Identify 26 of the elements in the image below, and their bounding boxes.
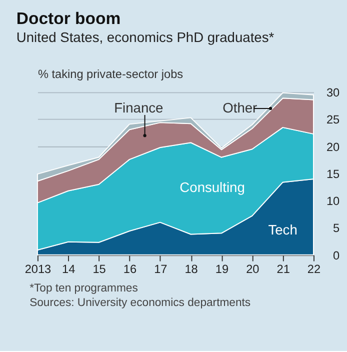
x-tick-label: 2013	[24, 262, 52, 276]
x-tick-label: 18	[184, 262, 198, 276]
series-label: Consulting	[180, 180, 245, 196]
y-axis-title: % taking private-sector jobs	[38, 66, 184, 81]
series-label: Tech	[268, 222, 298, 238]
x-tick-label: 14	[62, 262, 76, 276]
x-tick-label: 22	[307, 262, 321, 276]
x-tick-label: 17	[154, 262, 168, 276]
y-tick-label: 30	[326, 86, 340, 100]
chart-title: Doctor boom	[16, 9, 121, 28]
x-tick-label: 15	[92, 262, 106, 276]
text: *Top ten programmes	[30, 282, 138, 294]
series-label: Other	[222, 100, 258, 116]
y-tick-label: 15	[326, 166, 340, 181]
x-tick-label: 21	[276, 262, 290, 276]
chart-subtitle: United States, economics PhD graduates*	[16, 30, 275, 45]
source-note: Sources: University economics departments	[30, 297, 251, 310]
x-tick-label: 19	[215, 262, 229, 276]
x-tick-label: 20	[246, 262, 260, 276]
y-tick-label: 20	[326, 140, 340, 154]
y-tick-label: 10	[326, 194, 340, 208]
series-label: Finance	[114, 100, 164, 116]
y-tick-label: 25	[326, 112, 340, 127]
y-tick-label: 5	[333, 221, 340, 236]
y-tick-label: 0	[333, 248, 340, 262]
x-tick-label: 16	[123, 262, 137, 276]
